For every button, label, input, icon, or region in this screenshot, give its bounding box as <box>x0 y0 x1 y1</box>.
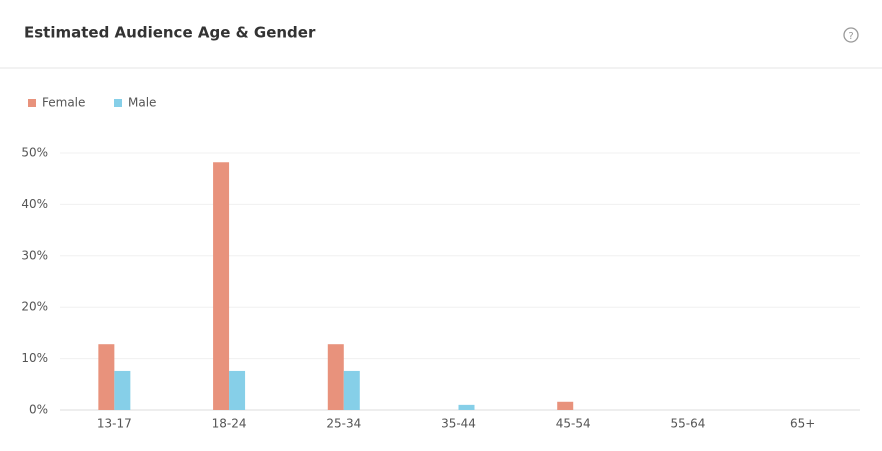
y-tick-label: 40% <box>21 197 48 211</box>
legend-label[interactable]: Female <box>42 96 85 110</box>
x-tick-label: 35-44 <box>441 417 476 431</box>
x-tick-label: 65+ <box>790 417 815 431</box>
bar <box>557 401 574 410</box>
x-tick-label: 13-17 <box>97 417 132 431</box>
y-tick-label: 10% <box>21 351 48 365</box>
bar <box>98 344 115 410</box>
bar <box>229 370 246 410</box>
bar <box>114 370 131 410</box>
help-icon[interactable]: ? <box>843 27 859 43</box>
chart-title: Estimated Audience Age & Gender <box>24 24 316 42</box>
y-tick-label: 0% <box>29 403 48 417</box>
x-tick-label: 55-64 <box>670 417 705 431</box>
legend-swatch[interactable] <box>114 99 122 107</box>
legend-label[interactable]: Male <box>128 96 156 110</box>
x-tick-label: 25-34 <box>326 417 361 431</box>
bar <box>343 370 360 410</box>
svg-text:?: ? <box>848 31 853 42</box>
x-tick-label: 45-54 <box>556 417 591 431</box>
x-tick-label: 18-24 <box>212 417 247 431</box>
bar <box>458 404 475 410</box>
y-tick-label: 30% <box>21 248 48 262</box>
bar <box>327 344 344 410</box>
legend-swatch[interactable] <box>28 99 36 107</box>
bar <box>213 162 230 410</box>
y-tick-label: 20% <box>21 300 48 314</box>
y-tick-label: 50% <box>21 146 48 160</box>
